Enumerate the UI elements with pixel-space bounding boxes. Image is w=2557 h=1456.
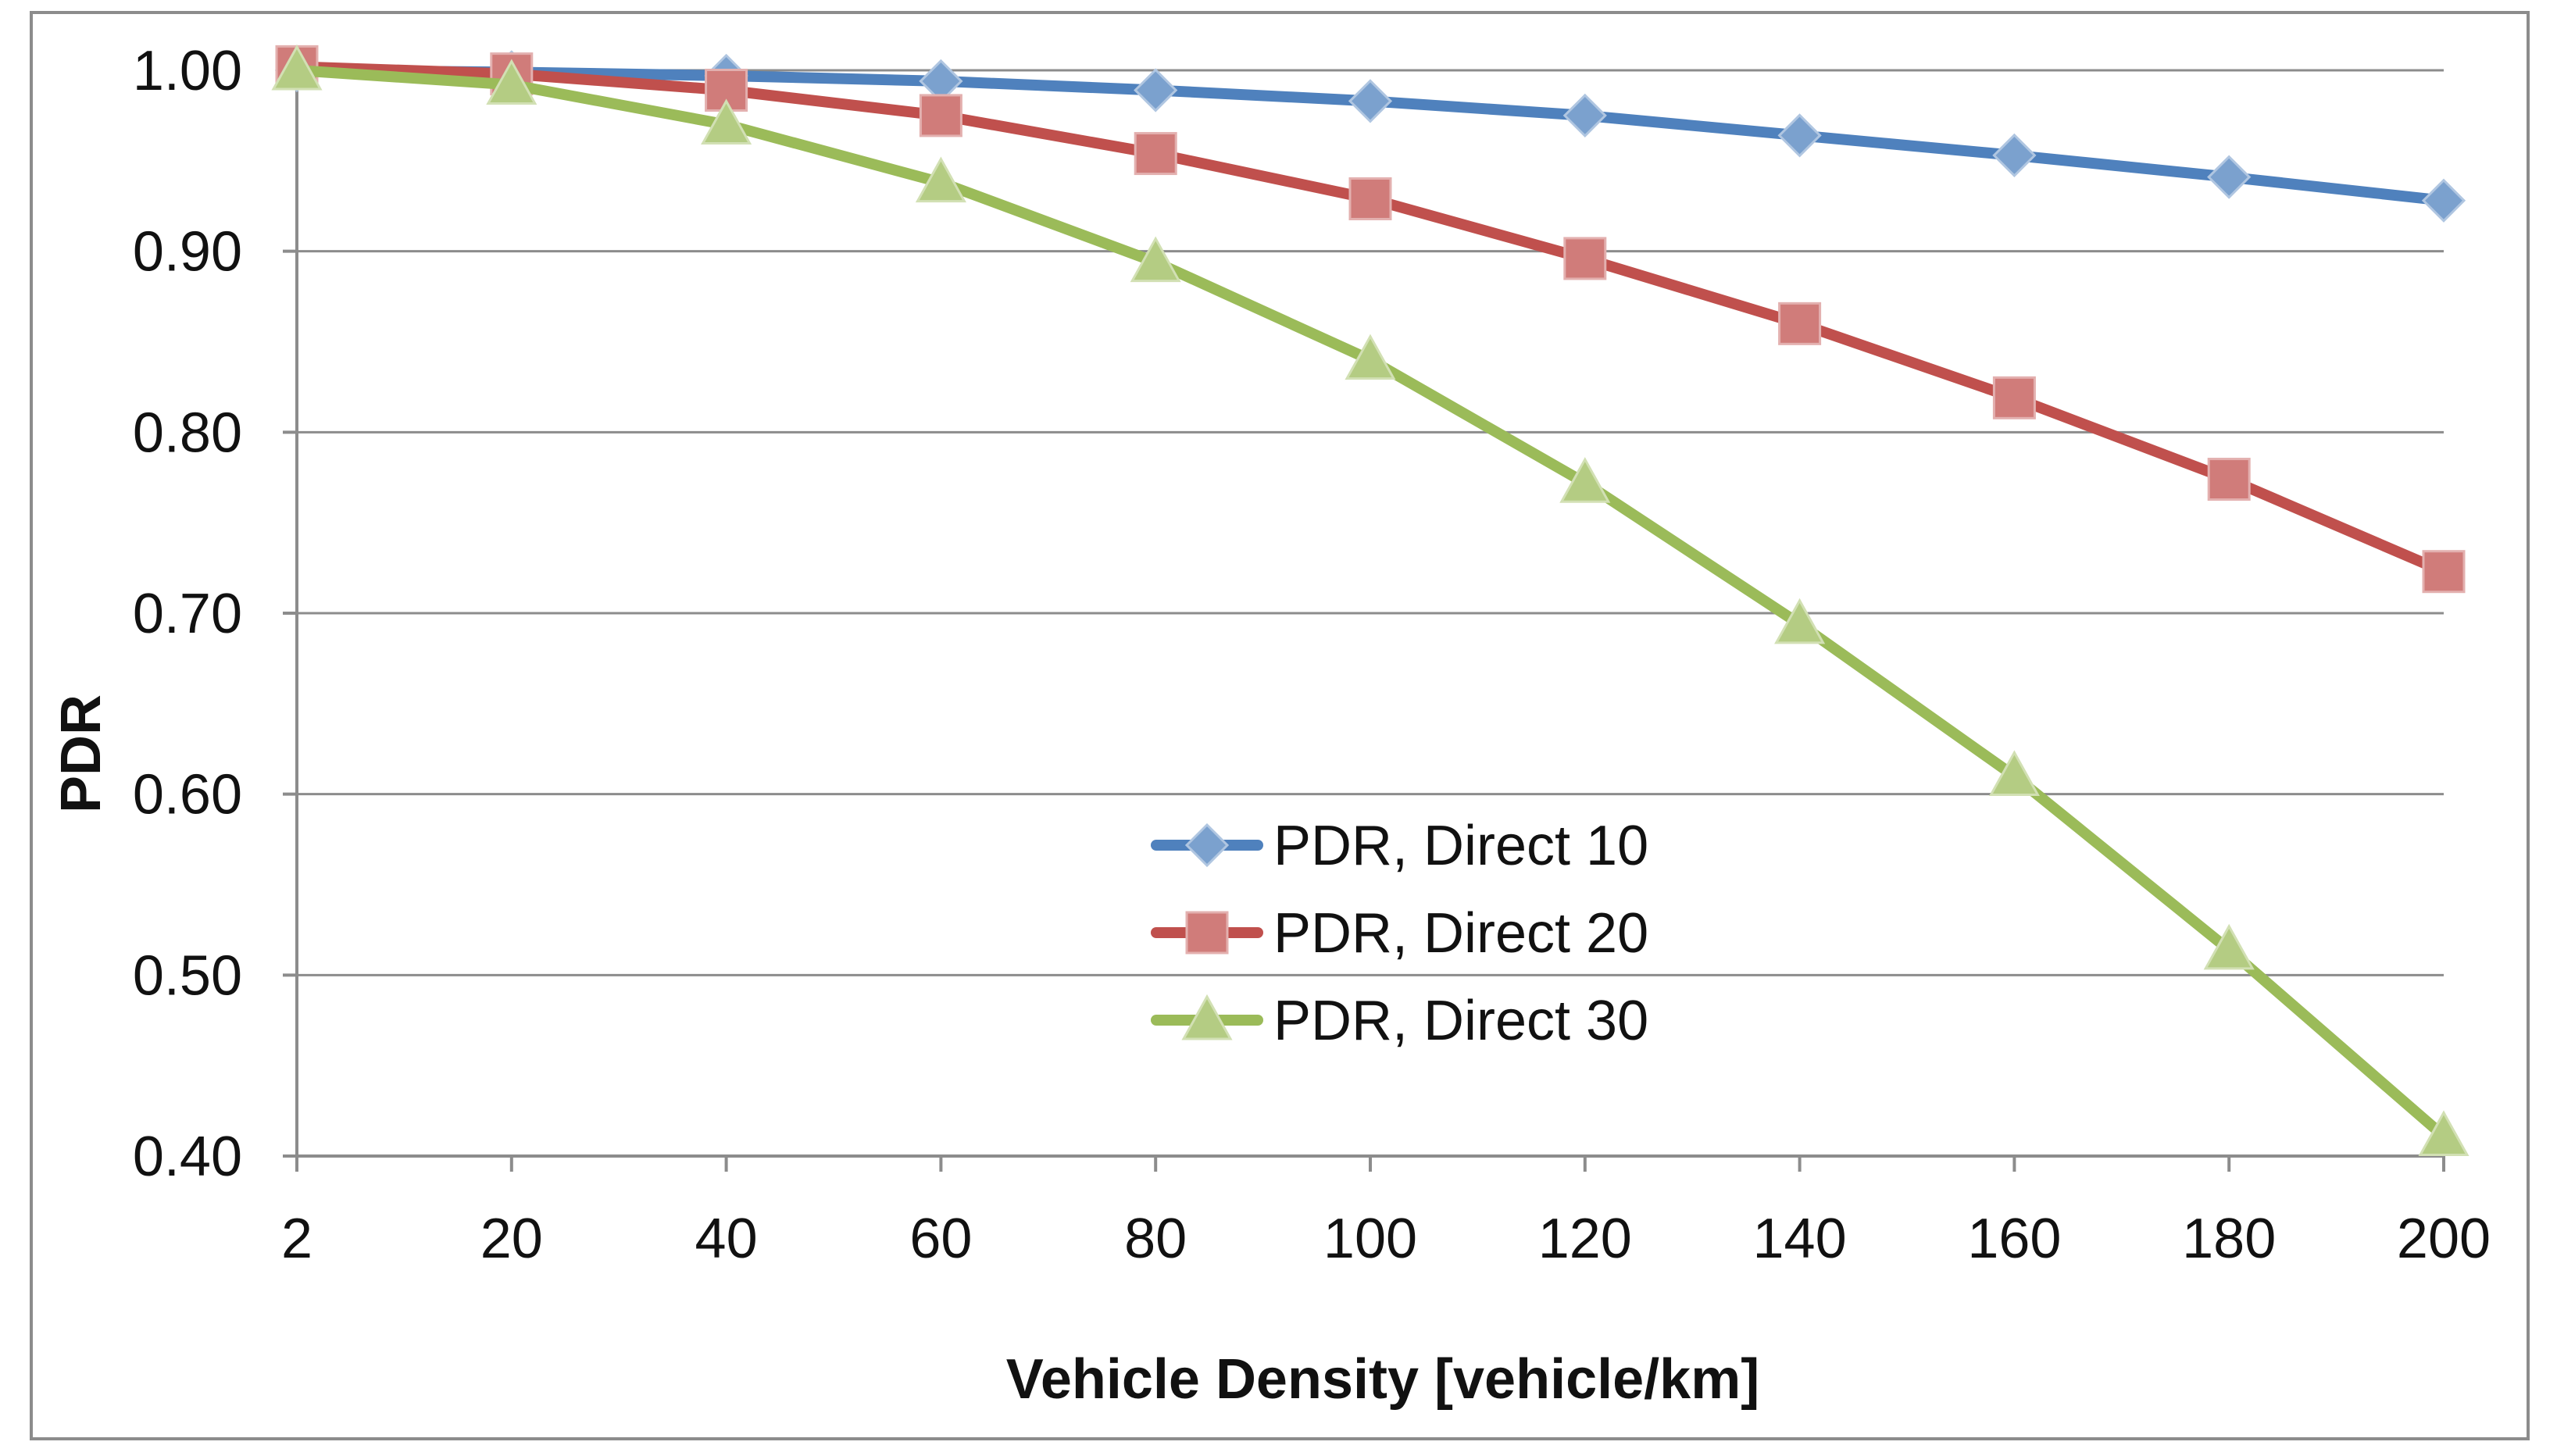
gridlines: [297, 69, 2444, 976]
data-point: [2418, 1110, 2470, 1157]
data-point: [705, 68, 748, 112]
y-tick-label: 1.00: [133, 40, 242, 102]
x-tick-label: 80: [1124, 1208, 1187, 1270]
data-point: [2207, 155, 2252, 199]
x-tick-label: 40: [695, 1208, 758, 1270]
y-tick-label: 0.50: [133, 944, 242, 1007]
data-point: [2422, 550, 2466, 594]
x-tick-label: 20: [480, 1208, 543, 1270]
y-tick-label: 0.80: [133, 401, 242, 464]
data-point: [1992, 376, 2036, 419]
series-3: [271, 44, 2470, 1157]
x-tick-label: 160: [1967, 1208, 2061, 1270]
series-2: [275, 45, 2466, 594]
legend: PDR, Direct 10 PDR, Direct 20 PDR, Direct …: [1151, 815, 1648, 1052]
x-tick-label: 2: [281, 1208, 312, 1270]
data-point: [1777, 113, 1822, 158]
legend-item: PDR, Direct 10: [1151, 815, 1648, 877]
legend-label: PDR, Direct 20: [1273, 902, 1648, 965]
series-line: [291, 65, 2449, 1142]
data-point: [919, 94, 962, 137]
data-point: [1559, 457, 1611, 503]
legend-item: PDR, Direct 20: [1151, 902, 1648, 965]
data-point: [1563, 237, 1607, 280]
data-point: [1348, 79, 1393, 123]
data-point: [1988, 750, 2040, 796]
x-tick-label: 180: [2182, 1208, 2276, 1270]
data-point: [1130, 236, 1181, 283]
legend-swatch-marker: [1181, 994, 1233, 1040]
data-point: [1774, 598, 1826, 644]
data-point: [915, 156, 966, 203]
y-tick-label: 0.90: [133, 221, 242, 284]
y-tick-label: 0.70: [133, 583, 242, 645]
data-point: [1348, 177, 1392, 220]
x-tick-label: 120: [1538, 1208, 1632, 1270]
legend-label: PDR, Direct 10: [1273, 815, 1648, 877]
data-point: [1562, 93, 1607, 138]
y-tick-label: 0.40: [133, 1126, 242, 1188]
y-axis-title: PDR: [50, 694, 112, 813]
legend-swatch-marker: [1185, 911, 1229, 955]
data-point: [2421, 178, 2466, 223]
data-point: [1992, 133, 2037, 178]
x-tick-label: 200: [2397, 1208, 2491, 1270]
series: [271, 44, 2470, 1157]
x-tick-label: 100: [1323, 1208, 1417, 1270]
x-axis-title: Vehicle Density [vehicle/km]: [1006, 1348, 1759, 1411]
data-point: [1778, 302, 1822, 345]
x-tick-label: 140: [1753, 1208, 1847, 1270]
legend-swatch-marker: [1184, 823, 1230, 868]
ticks: 0.40 0.50 0.60 0.70 0.80 0.90 1.00 2 20 40 60 80 100…: [133, 40, 2491, 1270]
chart-frame: [30, 11, 2530, 1440]
legend-label: PDR, Direct 30: [1273, 990, 1648, 1052]
y-tick-label: 0.60: [133, 764, 242, 826]
legend-item: PDR, Direct 30: [1151, 990, 1648, 1052]
data-point: [271, 44, 323, 91]
data-point: [1345, 334, 1396, 380]
series-line: [291, 61, 2449, 577]
data-point: [2203, 923, 2255, 970]
data-point: [1134, 68, 1178, 112]
data-point: [2207, 458, 2251, 501]
data-point: [1134, 132, 1177, 176]
data-point: [701, 98, 752, 145]
x-tick-label: 60: [909, 1208, 972, 1270]
data-point: [486, 59, 537, 105]
